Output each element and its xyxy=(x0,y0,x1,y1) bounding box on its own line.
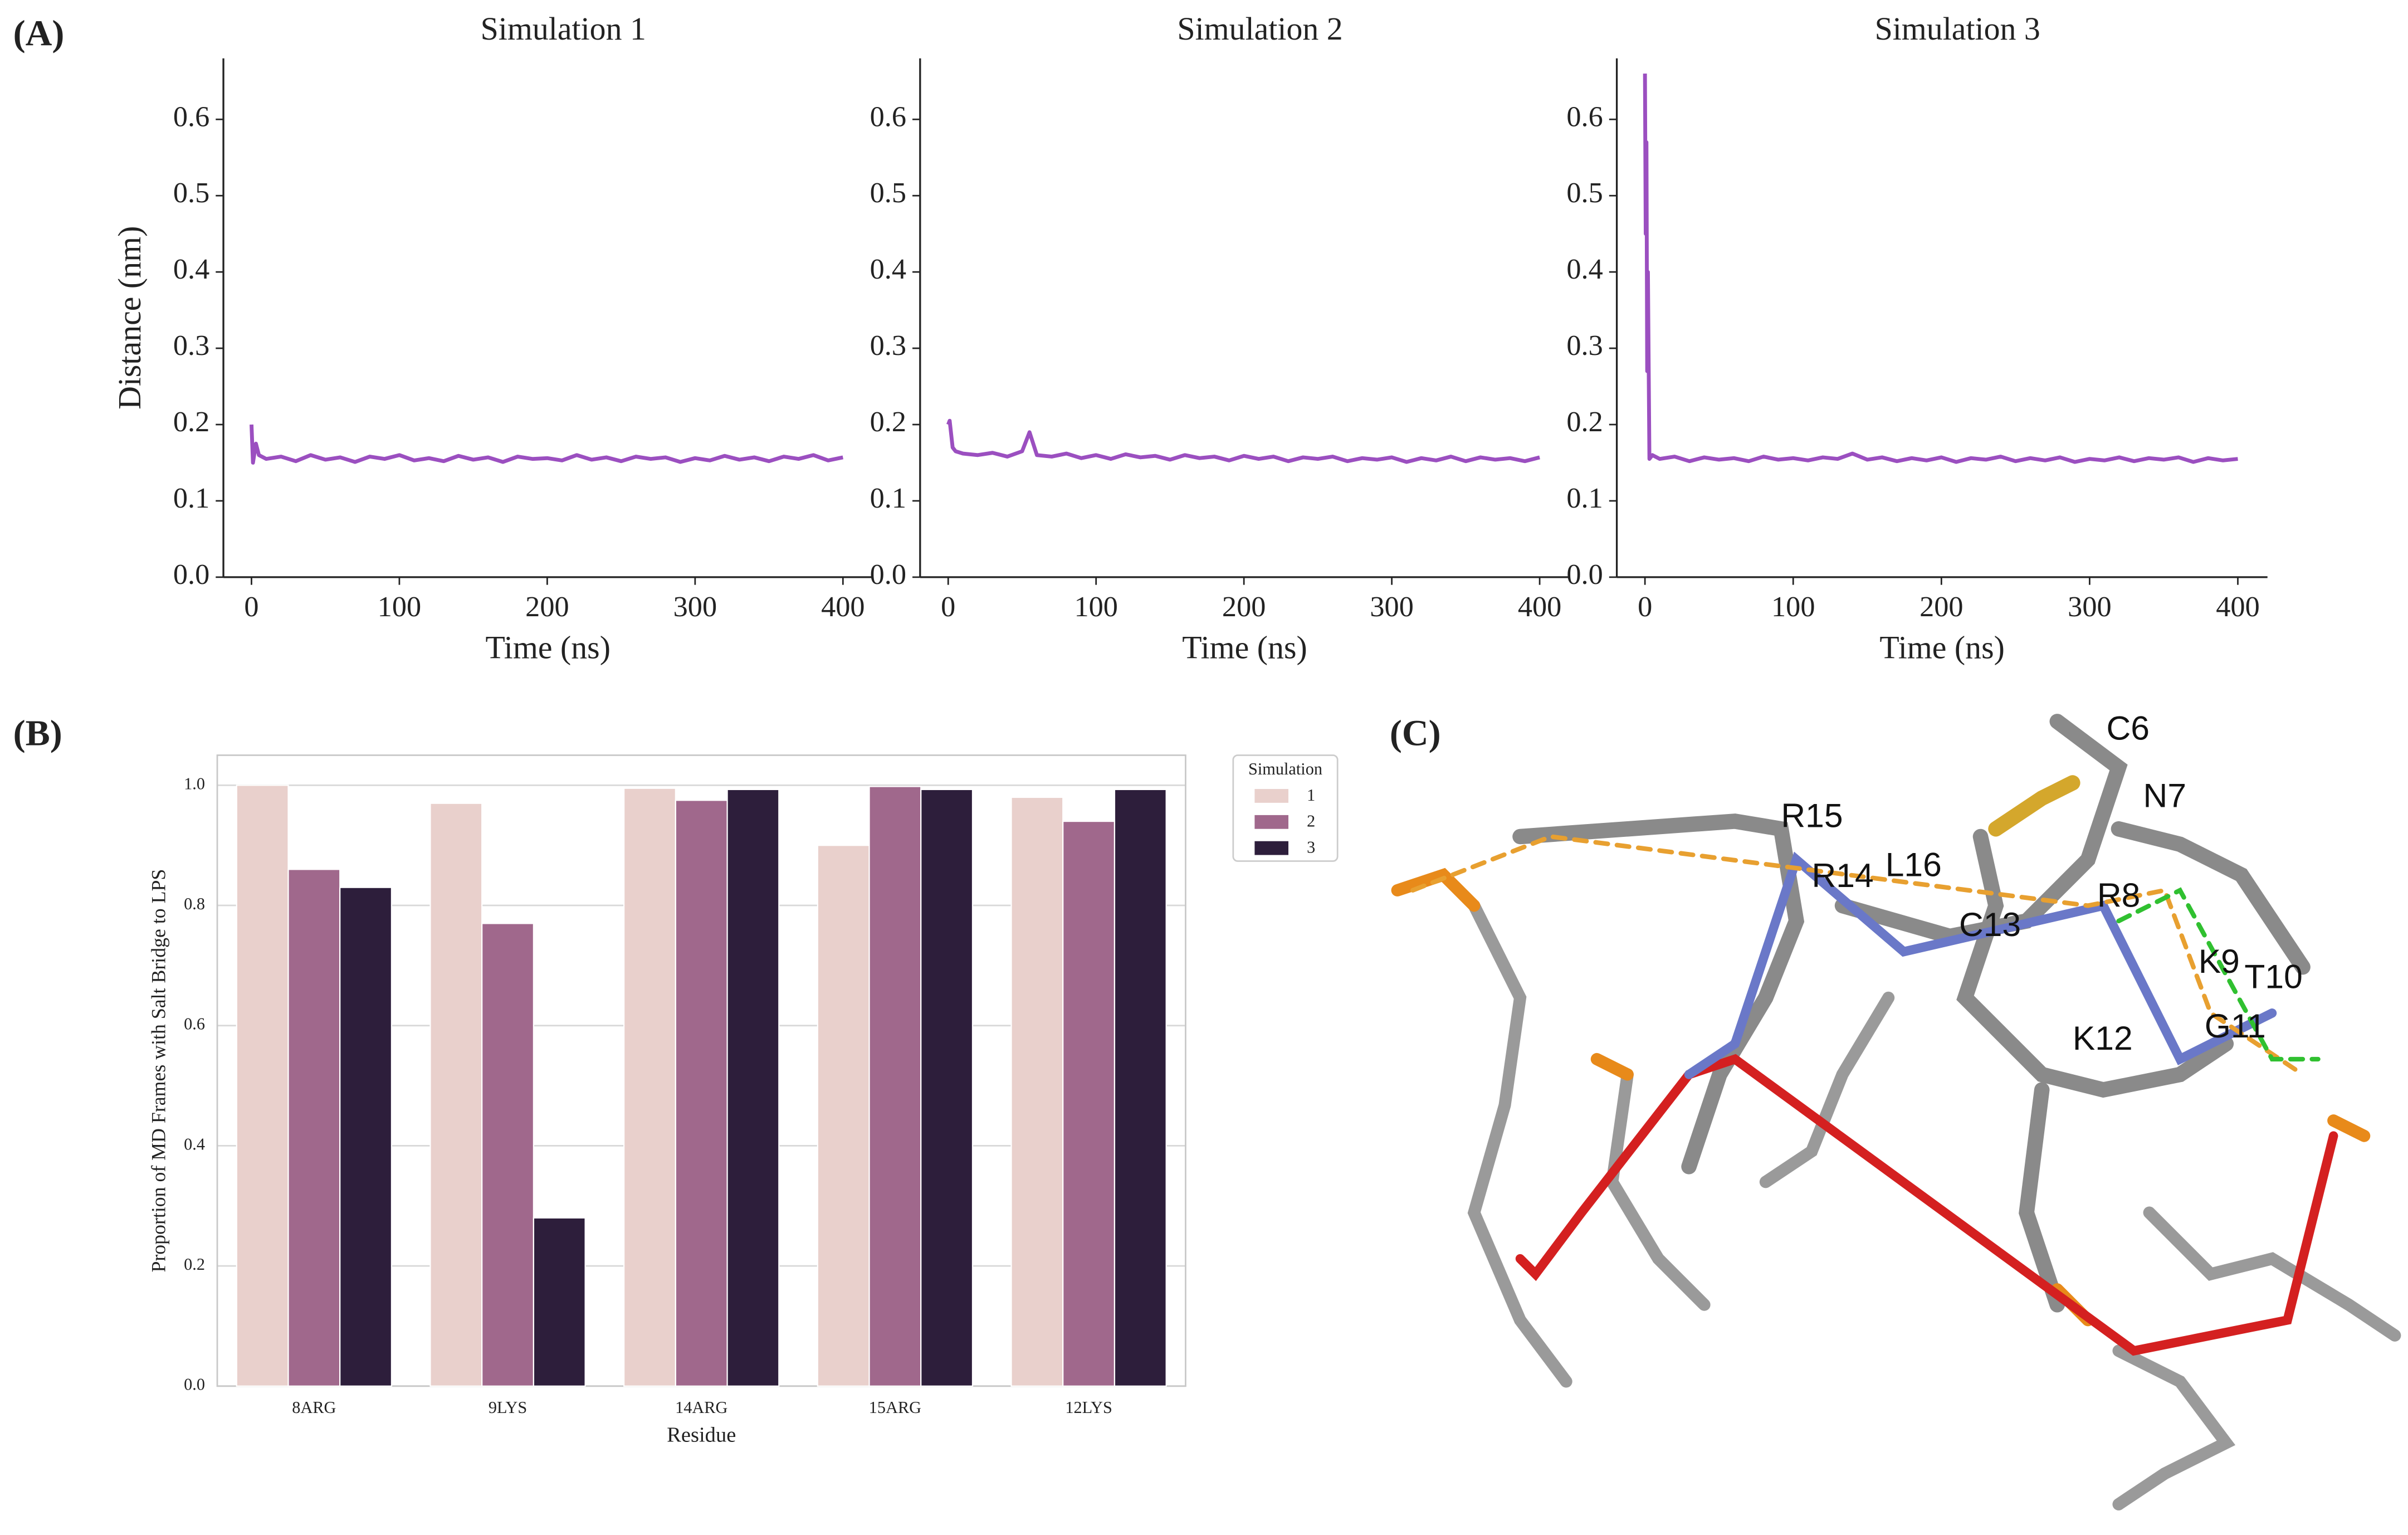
y-tick-label: 0.4 xyxy=(173,253,209,285)
y-tick-label: 0.2 xyxy=(870,406,906,438)
y-tick-label: 0.2 xyxy=(1566,406,1603,438)
bar xyxy=(675,800,728,1387)
y-tick-label: 0.1 xyxy=(1566,482,1603,514)
bar xyxy=(481,923,535,1387)
x-tick-label: 400 xyxy=(821,591,865,623)
y-tick-label: 0.0 xyxy=(1566,558,1603,591)
residue-label: K9 xyxy=(2199,942,2240,980)
x-axis-label: Time (ns) xyxy=(1879,629,2004,665)
residue-label: R15 xyxy=(1781,796,1843,834)
residue-label: C6 xyxy=(2106,709,2149,747)
x-tick-label: 300 xyxy=(2068,591,2112,623)
x-tick-label: 14ARG xyxy=(675,1398,727,1417)
legend-swatch xyxy=(1254,789,1289,803)
bar xyxy=(1113,788,1167,1387)
residue-label: T10 xyxy=(2244,958,2302,996)
panel-label: (B) xyxy=(13,713,62,754)
y-tick-label: 0.0 xyxy=(184,1375,205,1394)
x-tick-label: 100 xyxy=(1074,591,1118,623)
x-tick-label: 12LYS xyxy=(1065,1398,1112,1417)
y-axis-label: Proportion of MD Frames with Salt Bridge… xyxy=(147,869,169,1273)
x-tick-label: 0 xyxy=(1638,591,1652,623)
x-tick-label: 400 xyxy=(2216,591,2260,623)
y-tick-label: 0.3 xyxy=(1566,329,1603,362)
panel-label: (A) xyxy=(13,13,65,53)
residue-label: C13 xyxy=(1959,905,2021,943)
residue-label: K12 xyxy=(2073,1019,2133,1057)
bar xyxy=(1062,820,1116,1387)
x-tick-label: 15ARG xyxy=(869,1398,921,1417)
bar xyxy=(1010,796,1064,1387)
x-tick-label: 400 xyxy=(1518,591,1562,623)
residue-label: R8 xyxy=(2097,876,2140,914)
x-axis-label: Time (ns) xyxy=(1182,629,1307,665)
y-axis-label: Distance (nm) xyxy=(111,226,148,410)
residue-label: G11 xyxy=(2205,1007,2266,1045)
bar xyxy=(623,787,676,1387)
x-tick-label: 200 xyxy=(1222,591,1266,623)
bar xyxy=(429,802,483,1387)
legend-label: 3 xyxy=(1307,837,1315,856)
y-tick-label: 0.5 xyxy=(1566,177,1603,209)
y-tick-label: 0.6 xyxy=(870,100,906,133)
legend-label: 2 xyxy=(1307,812,1315,831)
bar xyxy=(339,886,393,1387)
bar xyxy=(287,869,341,1387)
x-tick-label: 8ARG xyxy=(292,1398,336,1417)
bar xyxy=(868,786,922,1387)
y-tick-label: 0.2 xyxy=(184,1255,205,1274)
bar xyxy=(236,784,289,1387)
legend-title: Simulation xyxy=(1248,759,1322,778)
bar xyxy=(920,788,974,1387)
residue-label: N7 xyxy=(2143,777,2186,815)
y-tick-label: 0.1 xyxy=(870,482,906,514)
y-tick-label: 0.0 xyxy=(173,558,209,591)
x-tick-label: 300 xyxy=(1370,591,1414,623)
x-tick-label: 0 xyxy=(941,591,955,623)
y-tick-label: 1.0 xyxy=(184,774,205,793)
bar xyxy=(726,788,780,1387)
y-tick-label: 0.3 xyxy=(173,329,209,362)
legend-swatch xyxy=(1254,815,1289,829)
x-tick-label: 200 xyxy=(525,591,569,623)
chart-title: Simulation 2 xyxy=(1177,11,1342,47)
x-tick-label: 100 xyxy=(378,591,422,623)
y-tick-label: 0.5 xyxy=(173,177,209,209)
legend-box xyxy=(1232,754,1339,862)
data-line xyxy=(946,418,1540,464)
y-tick-label: 0.4 xyxy=(1566,253,1603,285)
y-tick-label: 0.6 xyxy=(184,1015,205,1034)
x-tick-label: 0 xyxy=(244,591,258,623)
chart-title: Simulation 1 xyxy=(481,11,646,47)
y-tick-label: 0.1 xyxy=(173,482,209,514)
legend-label: 1 xyxy=(1307,786,1315,805)
y-tick-label: 0.6 xyxy=(1566,100,1603,133)
y-tick-label: 0.5 xyxy=(870,177,906,209)
y-tick-label: 0.3 xyxy=(870,329,906,362)
bar xyxy=(817,845,870,1387)
y-tick-label: 0.2 xyxy=(173,406,209,438)
chart-title: Simulation 3 xyxy=(1875,11,2040,47)
x-tick-label: 100 xyxy=(1771,591,1815,623)
y-tick-label: 0.6 xyxy=(173,100,209,133)
residue-label: R14 xyxy=(1811,856,1873,894)
data-line xyxy=(250,424,844,465)
y-tick-label: 0.8 xyxy=(184,894,205,913)
x-axis-label: Time (ns) xyxy=(486,629,610,665)
residue-label: L16 xyxy=(1886,846,1942,884)
data-line xyxy=(1643,74,2238,464)
panel-label: (C) xyxy=(1390,713,1441,754)
legend-swatch xyxy=(1254,841,1289,855)
x-axis-label: Residue xyxy=(667,1424,736,1447)
bar xyxy=(533,1217,586,1387)
x-tick-label: 9LYS xyxy=(489,1398,527,1417)
x-tick-label: 300 xyxy=(673,591,717,623)
x-tick-label: 200 xyxy=(1919,591,1963,623)
y-tick-label: 0.0 xyxy=(870,558,906,591)
molecule-render: C6 N7 R15 R14 L16 C13 R8 K9 T10 K12 G11 xyxy=(1391,709,2401,1510)
y-tick-label: 0.4 xyxy=(870,253,906,285)
y-tick-label: 0.4 xyxy=(184,1134,205,1153)
